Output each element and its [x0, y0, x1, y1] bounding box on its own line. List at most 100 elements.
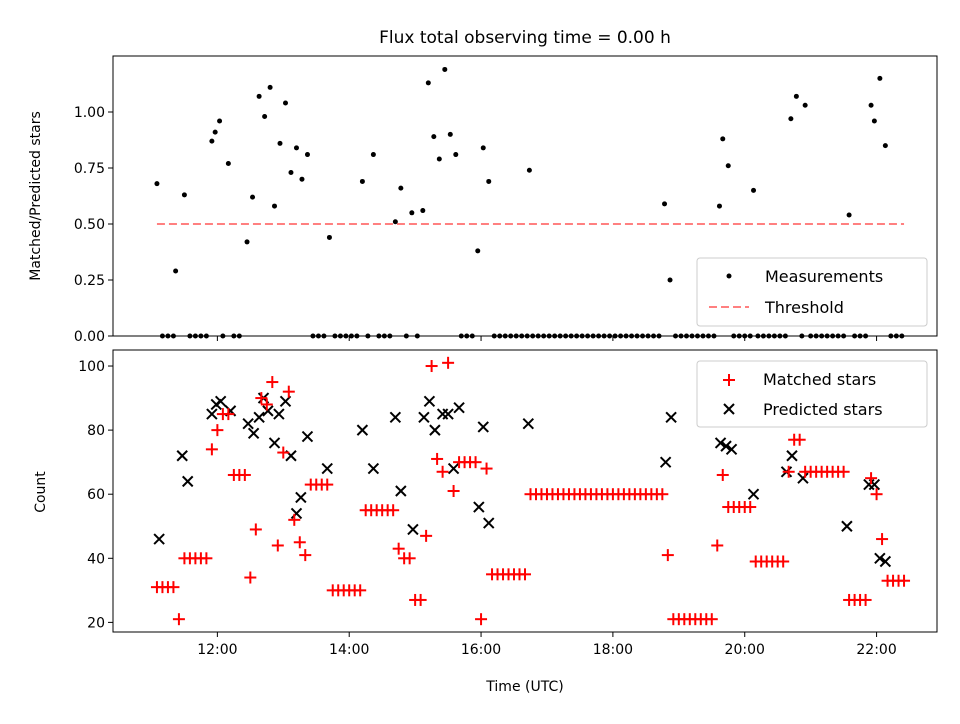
measurement-point — [277, 140, 283, 146]
measurement-point — [882, 143, 888, 149]
measurement-point — [217, 118, 223, 124]
measurement-point — [442, 66, 448, 72]
matched-star-point — [447, 485, 460, 497]
measurement-point — [751, 187, 757, 193]
bottom-y-axis-label: Count — [33, 471, 49, 513]
predicted-star-point — [720, 440, 732, 452]
predicted-star-point — [206, 408, 218, 420]
measurement-point — [398, 185, 404, 191]
measurement-point — [173, 268, 179, 274]
measurement-point — [667, 277, 673, 283]
measurement-point — [370, 152, 376, 158]
matched-star-point — [865, 472, 878, 485]
bottom-y-tick-label: 60 — [87, 487, 105, 503]
predicted-star-point — [153, 533, 165, 545]
predicted-star-point — [356, 424, 369, 436]
predicted-star-point — [659, 456, 672, 468]
top-y-tick-label: 0.75 — [74, 161, 105, 177]
matched-star-point — [222, 408, 235, 421]
matched-star-point — [211, 424, 224, 437]
measurement-point — [788, 116, 794, 122]
bottom-y-tick-label: 40 — [87, 551, 105, 567]
measurement-point — [486, 178, 492, 184]
measurement-point — [425, 80, 431, 86]
bottom-plot-frame — [112, 349, 938, 633]
matched-star-point — [271, 539, 284, 552]
measurement-point — [262, 113, 268, 119]
legend-predicted-label: Predicted stars — [763, 400, 883, 419]
x-tick-label: 20:00 — [725, 642, 765, 658]
matched-stars-layer — [150, 356, 911, 626]
predicted-star-point — [268, 437, 281, 449]
measurement-point — [871, 118, 877, 124]
matched-star-point — [392, 542, 405, 555]
x-tick-label: 14:00 — [329, 642, 369, 658]
predicted-star-point — [442, 408, 454, 420]
predicted-star-point — [253, 411, 265, 424]
predicted-star-point — [247, 427, 260, 440]
predicted-star-point — [483, 517, 495, 529]
measurement-point — [282, 100, 288, 106]
predicted-star-point — [418, 411, 430, 424]
measurement-point — [447, 131, 453, 137]
measurement-point — [326, 234, 332, 240]
predicted-star-point — [321, 462, 333, 475]
matched-star-point — [782, 465, 795, 478]
top-legend-box — [696, 257, 928, 327]
top-y-tick-label: 1.00 — [74, 105, 105, 121]
matched-star-point — [420, 529, 433, 542]
matched-star-point — [266, 376, 279, 389]
x-tick-label: 16:00 — [461, 642, 501, 658]
legend-threshold-label: Threshold — [764, 298, 844, 317]
matched-star-point — [837, 465, 850, 478]
bottom-legend: Matched stars Predicted stars — [696, 360, 928, 428]
predicted-star-point — [429, 424, 441, 436]
top-y-tick-label: 0.50 — [74, 217, 105, 233]
measurement-point — [209, 138, 215, 144]
chart-title: Flux total observing time = 0.00 h — [379, 28, 671, 48]
matched-star-point — [293, 536, 306, 549]
top-legend: Measurements Threshold — [696, 257, 928, 327]
measurement-point — [299, 176, 305, 182]
legend-measurements-marker — [726, 273, 732, 279]
measurement-point — [526, 167, 532, 173]
measurement-point — [720, 136, 726, 142]
predicted-star-point — [841, 520, 853, 532]
matched-star-point — [705, 613, 718, 626]
predicted-star-point — [879, 555, 892, 568]
x-axis-label: Time (UTC) — [485, 679, 563, 695]
predicted-star-point — [389, 411, 402, 424]
predicted-star-point — [453, 401, 465, 414]
predicted-star-point — [407, 523, 419, 536]
predicted-star-point — [182, 475, 194, 488]
matched-star-point — [436, 465, 449, 478]
measurement-point — [846, 212, 852, 218]
matched-star-point — [387, 504, 400, 517]
measurement-point — [267, 84, 273, 90]
measurement-point — [225, 161, 231, 167]
bottom-y-tick-label: 100 — [78, 359, 105, 375]
measurement-point — [475, 248, 481, 254]
measurement-point — [793, 93, 799, 99]
legend-measurements-label: Measurements — [765, 267, 883, 286]
matched-star-point — [744, 501, 757, 514]
measurement-point — [288, 169, 294, 175]
predicted-star-point — [290, 507, 303, 520]
measurement-point — [409, 210, 415, 216]
predicted-star-point — [473, 501, 485, 513]
predicted-star-point — [477, 421, 489, 433]
matched-star-point — [414, 593, 427, 606]
matched-star-point — [870, 488, 883, 501]
bottom-y-tick-label: 80 — [87, 423, 105, 439]
top-y-ticks: 0.00 0.25 0.50 0.75 1.00 — [74, 105, 113, 345]
measurement-point — [212, 129, 218, 135]
matched-star-point — [480, 462, 493, 475]
predicted-star-point — [367, 462, 380, 475]
matched-star-point — [167, 581, 180, 594]
matched-star-point — [288, 513, 301, 526]
measurement-point — [250, 194, 256, 200]
matched-star-point — [469, 456, 482, 469]
predicted-star-point — [295, 491, 307, 504]
predicted-star-point — [176, 450, 188, 462]
